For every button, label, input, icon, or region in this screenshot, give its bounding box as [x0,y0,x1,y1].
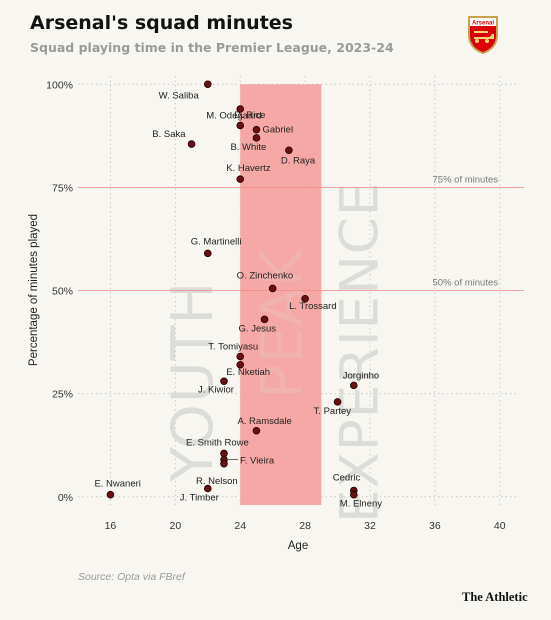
data-point [220,449,228,458]
the-athletic-logo: The Athletic [462,590,528,604]
y-tick-label: 50% [52,286,73,298]
point-label: Jorginho [343,370,379,381]
data-point [260,315,269,324]
age-region-labels: YOUTH PEAK EXPERIENCE [160,182,391,523]
chart-subtitle: Squad playing time in the Premier League… [30,40,394,55]
region-label-peak: PEAK [249,248,315,399]
point-label: T. Tomiyasu [208,342,258,353]
svg-text:Arsenal: Arsenal [472,21,494,27]
point-label: D. Raya [281,155,316,166]
y-tick-label: 0% [58,492,73,504]
data-points [106,80,358,499]
point-label: J. Timber [180,493,219,504]
data-point [203,484,212,493]
peak-band-layer [240,84,322,505]
data-point [333,398,342,406]
data-point [220,459,228,468]
point-label: B. White [230,142,266,153]
point-label: B. Saka [152,129,186,140]
point-label: G. Jesus [239,323,277,334]
point-label: W. Saliba [159,90,200,101]
point-label: E. Nketiah [226,367,270,378]
peak-age-band [240,84,322,505]
data-point [106,490,115,499]
point-label: T. Partey [314,406,352,417]
axis-ticks: 16 20 24 28 32 36 40 0% 25% 50% 75% 100% [46,79,506,532]
data-point [236,175,245,183]
data-point [236,121,245,130]
point-label: R. Nelson [196,476,238,487]
data-point [349,490,358,499]
x-axis-label: Age [288,540,308,552]
data-point [268,284,277,293]
point-label: D. Rice [234,110,265,121]
point-label: K. Havertz [226,163,271,174]
data-point [236,352,245,361]
data-point [285,146,293,155]
point-label: J. Kiwior [198,384,234,395]
data-point [301,294,309,303]
point-label: M. Elneny [340,499,382,510]
point-label: Gabriel [262,125,293,136]
reference-label-75: 75% of minutes [433,174,499,185]
arsenal-crest-logo: Arsenal [468,16,498,54]
point-label: E. Smith Rowe [186,437,249,448]
point-label: Cedric [333,473,361,484]
x-tick-label: 16 [105,520,117,532]
y-tick-label: 25% [52,389,73,401]
x-tick-label: 20 [169,520,181,532]
x-tick-label: 28 [299,520,311,532]
region-label-experience: EXPERIENCE [330,182,391,523]
point-label: L. Trossard [289,301,337,312]
data-point [349,381,358,390]
region-label-youth: YOUTH [160,281,226,483]
y-axis-label: Percentage of minutes played [28,214,40,366]
data-point [236,105,245,113]
x-tick-label: 36 [429,520,441,532]
x-tick-label: 24 [234,520,246,532]
point-label: E. Nwaneri [94,479,140,490]
data-point [203,80,212,89]
point-label: M. Odegaard [206,111,261,122]
y-tick-label: 100% [46,79,73,91]
point-label: O. Zinchenko [237,270,294,281]
data-point [252,426,261,435]
x-tick-label: 32 [364,520,376,532]
point-label: G. Martinelli [191,236,242,247]
point-label: F. Vieira [240,456,275,467]
point-label: A. Ramsdale [237,416,291,427]
reference-label-50: 50% of minutes [433,278,499,289]
data-point [220,377,228,386]
y-tick-label: 75% [52,182,73,194]
data-point [203,249,212,258]
reference-lines: 75% of minutes 50% of minutes [78,174,524,291]
data-point [252,134,261,142]
data-point [236,360,245,369]
data-point [252,125,261,134]
chart-title: Arsenal's squad minutes [30,12,293,34]
source-note: Source: Opta via FBref [78,571,185,583]
x-tick-label: 40 [494,520,506,532]
data-point [187,140,196,148]
